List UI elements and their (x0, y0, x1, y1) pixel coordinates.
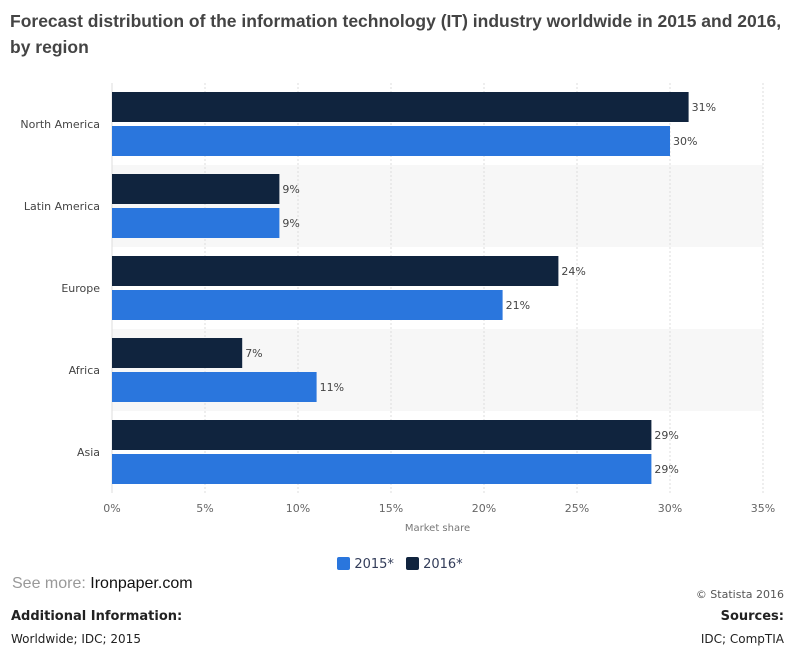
x-tick-label: 30% (658, 502, 682, 515)
data-label: 7% (245, 347, 262, 360)
bar-chart: 0% 5% 10% 15% 20% 25% 30% 35% Market share North … (20, 83, 775, 534)
bar-2016-latin-america (112, 174, 280, 204)
legend-label: 2016* (423, 557, 463, 572)
bar-2015-africa (112, 372, 317, 402)
data-label: 29% (654, 463, 678, 476)
legend-item-2016[interactable]: 2016* (406, 557, 463, 572)
data-label: 9% (282, 217, 299, 230)
category-label: Europe (61, 282, 100, 295)
see-more-link[interactable]: Ironpaper.com (90, 575, 193, 592)
legend: 2015* 2016* (0, 557, 800, 572)
bar-2016-asia (112, 420, 652, 450)
bar-2015-europe (112, 290, 503, 320)
copyright: © Statista 2016 (695, 588, 784, 601)
bar-2015-north-america (112, 126, 670, 156)
data-label: 24% (561, 265, 585, 278)
x-tick-label: 20% (472, 502, 496, 515)
data-label: 30% (673, 135, 697, 148)
category-label: Asia (77, 446, 100, 459)
legend-label: 2015* (354, 557, 394, 572)
bar-2016-north-america (112, 92, 689, 122)
x-tick-label: 35% (751, 502, 775, 515)
x-tick-label: 25% (565, 502, 589, 515)
legend-swatch-2016 (406, 557, 420, 570)
sources-heading: Sources: (720, 609, 784, 624)
legend-item-2015[interactable]: 2015* (337, 557, 394, 572)
category-label: North America (20, 118, 100, 131)
x-tick-label: 0% (103, 502, 120, 515)
category-label: Africa (69, 364, 100, 377)
data-label: 29% (654, 429, 678, 442)
x-axis-label: Market share (405, 523, 470, 534)
see-more-prefix: See more: (12, 575, 86, 592)
x-tick-label: 5% (196, 502, 213, 515)
additional-info-heading: Additional Information: (11, 609, 183, 624)
legend-swatch-2015 (337, 557, 351, 570)
see-more: See more: Ironpaper.com (12, 575, 193, 593)
x-tick-label: 10% (286, 502, 310, 515)
bar-2016-africa (112, 338, 243, 368)
category-label: Latin America (24, 200, 100, 213)
bar-2015-asia (112, 454, 652, 484)
bar-2016-europe (112, 256, 559, 286)
additional-info-text: Worldwide; IDC; 2015 (11, 632, 141, 646)
data-label: 21% (506, 299, 530, 312)
data-label: 9% (282, 183, 299, 196)
sources-text: IDC; CompTIA (700, 632, 784, 646)
chart-title: Forecast distribution of the information… (10, 11, 782, 57)
data-label: 11% (320, 381, 344, 394)
x-tick-label: 15% (379, 502, 403, 515)
bar-2015-latin-america (112, 208, 280, 238)
data-label: 31% (692, 101, 716, 114)
